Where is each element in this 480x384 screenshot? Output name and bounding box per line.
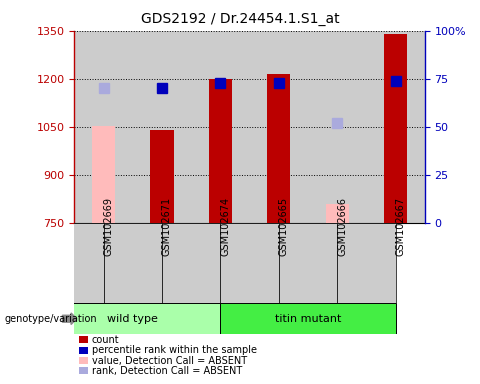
Bar (279, 223, 337, 303)
Bar (209, 79, 232, 223)
Bar (325, 204, 349, 223)
Text: value, Detection Call = ABSENT: value, Detection Call = ABSENT (92, 356, 247, 366)
Text: GSM102666: GSM102666 (337, 197, 347, 256)
Text: GSM102669: GSM102669 (104, 197, 114, 256)
Bar (104, 223, 162, 303)
Text: count: count (92, 335, 120, 345)
Bar (220, 223, 279, 303)
Text: percentile rank within the sample: percentile rank within the sample (92, 345, 257, 355)
Text: wild type: wild type (108, 314, 158, 324)
Text: GSM102667: GSM102667 (396, 197, 406, 256)
Bar (45, 303, 220, 334)
Text: genotype/variation: genotype/variation (5, 314, 97, 324)
Bar (150, 130, 174, 223)
Bar (384, 34, 407, 223)
Bar (220, 303, 396, 334)
Text: GSM102674: GSM102674 (220, 197, 230, 256)
Text: GDS2192 / Dr.24454.1.S1_at: GDS2192 / Dr.24454.1.S1_at (141, 12, 339, 25)
Text: rank, Detection Call = ABSENT: rank, Detection Call = ABSENT (92, 366, 242, 376)
Bar (267, 74, 290, 223)
Text: titin mutant: titin mutant (275, 314, 341, 324)
Bar (92, 126, 115, 223)
Bar (162, 223, 220, 303)
Bar (337, 223, 396, 303)
Text: GSM102665: GSM102665 (279, 197, 289, 256)
Bar (45, 223, 104, 303)
Text: GSM102671: GSM102671 (162, 197, 172, 256)
